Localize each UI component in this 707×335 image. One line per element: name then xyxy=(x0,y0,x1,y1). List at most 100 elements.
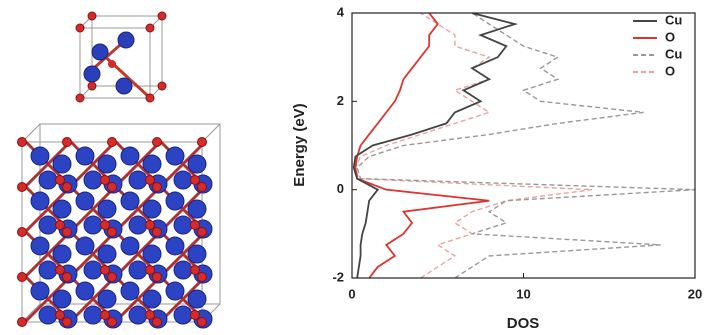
cu-atom xyxy=(121,282,139,300)
cu-atom xyxy=(129,261,147,279)
o-atom xyxy=(88,12,96,20)
o-atom xyxy=(76,24,84,32)
o-atom xyxy=(158,82,166,90)
x-tick-label: 0 xyxy=(348,286,355,301)
o-atom xyxy=(153,138,162,147)
o-atom xyxy=(146,176,155,185)
o-atom xyxy=(63,318,72,327)
o-atom xyxy=(153,228,162,237)
dos-line xyxy=(357,13,695,278)
x-tick-label: 20 xyxy=(688,286,702,301)
o-atom xyxy=(18,273,27,282)
y-axis-title: Energy (eV) xyxy=(291,103,308,186)
cu-atom xyxy=(116,78,132,94)
y-tick-label: -2 xyxy=(332,269,344,284)
o-atom xyxy=(108,273,117,282)
o-atom xyxy=(108,138,117,147)
cu-atom xyxy=(98,290,116,308)
cu-atom xyxy=(39,261,57,279)
o-atom xyxy=(18,318,27,327)
cu-atom xyxy=(84,66,100,82)
crystal-structures xyxy=(18,12,221,328)
cu-atom xyxy=(84,171,102,189)
cu-atom xyxy=(143,200,161,218)
cu-atom xyxy=(188,200,206,218)
x-tick-label: 10 xyxy=(516,286,530,301)
cu-atom xyxy=(143,245,161,263)
cu-atom xyxy=(39,171,57,189)
o-atom xyxy=(63,228,72,237)
x-axis-title: DOS xyxy=(507,315,540,332)
o-atom xyxy=(101,266,110,275)
cu-atom xyxy=(31,237,49,255)
o-atom xyxy=(56,311,65,320)
cu-atom xyxy=(98,155,116,173)
cu-atom xyxy=(84,261,102,279)
o-atom xyxy=(198,183,207,192)
o-atom xyxy=(146,266,155,275)
cu-atom xyxy=(174,216,192,234)
cu-atom xyxy=(92,44,108,60)
cu-atom xyxy=(53,290,71,308)
cu-atom xyxy=(143,290,161,308)
o-atom xyxy=(146,221,155,230)
o-atom xyxy=(88,82,96,90)
o-atom xyxy=(191,221,200,230)
o-atom xyxy=(101,311,110,320)
cu-atom xyxy=(121,147,139,165)
page: Energy (eV) DOS -202401020CuOCuO (() => … xyxy=(0,0,707,335)
o-atom xyxy=(158,12,166,20)
o-atom xyxy=(101,221,110,230)
cu-atom xyxy=(166,282,184,300)
o-atom xyxy=(153,273,162,282)
o-atom xyxy=(108,228,117,237)
legend-label: O xyxy=(665,63,675,78)
cu-atom xyxy=(31,192,49,210)
cu-atom xyxy=(121,192,139,210)
legend-label: O xyxy=(665,29,675,44)
o-atom xyxy=(198,318,207,327)
o-atom xyxy=(18,183,27,192)
o-atom xyxy=(63,138,72,147)
cu-atom xyxy=(76,147,94,165)
cu-atom xyxy=(121,237,139,255)
cu-atom xyxy=(174,306,192,324)
cu-atom xyxy=(188,155,206,173)
o-atom xyxy=(108,318,117,327)
cu-atom xyxy=(143,155,161,173)
o-atom xyxy=(101,176,110,185)
cu-atom xyxy=(39,216,57,234)
o-atom xyxy=(56,221,65,230)
o-atom xyxy=(108,60,116,68)
cu-atom xyxy=(174,261,192,279)
cu-atom xyxy=(53,200,71,218)
cu-atom xyxy=(76,237,94,255)
o-atom xyxy=(198,138,207,147)
o-atom xyxy=(18,138,27,147)
cu-atom xyxy=(53,155,71,173)
cu-atom xyxy=(31,147,49,165)
cu-atom xyxy=(174,171,192,189)
cu-atom xyxy=(166,237,184,255)
o-atom xyxy=(146,311,155,320)
legend-label: Cu xyxy=(665,46,682,61)
cu-atom xyxy=(166,192,184,210)
o-atom xyxy=(146,24,154,32)
o-atom xyxy=(153,183,162,192)
cu-atom xyxy=(76,282,94,300)
o-atom xyxy=(191,176,200,185)
legend-label: Cu xyxy=(665,12,682,27)
y-tick-label: 2 xyxy=(337,93,344,108)
cu-atom xyxy=(129,306,147,324)
o-atom xyxy=(18,228,27,237)
cu-atom xyxy=(118,32,134,48)
cu-atom xyxy=(98,200,116,218)
o-atom xyxy=(63,183,72,192)
figure: Energy (eV) DOS -202401020CuOCuO xyxy=(0,0,707,335)
y-tick-label: 4 xyxy=(337,4,345,19)
cu-atom xyxy=(39,306,57,324)
cu-atom xyxy=(84,306,102,324)
o-atom xyxy=(56,266,65,275)
o-atom xyxy=(76,94,84,102)
cu-atom xyxy=(84,216,102,234)
